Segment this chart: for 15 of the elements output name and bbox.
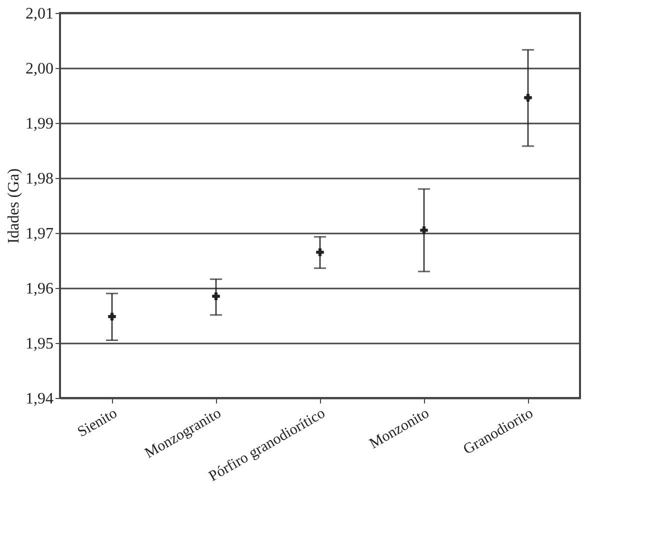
y-tick-label: 1,98 <box>26 170 54 188</box>
y-tick-label: 1,99 <box>26 116 54 132</box>
y-tick-label: 2,00 <box>26 60 54 78</box>
point <box>524 94 532 102</box>
y-tick-label: 2,01 <box>26 6 54 22</box>
y-tick-label: 1,97 <box>26 226 54 242</box>
y-tick-label: 1,94 <box>26 390 54 408</box>
point <box>316 248 324 256</box>
point <box>108 312 116 320</box>
x-tick-label: Sienito <box>75 406 120 441</box>
y-tick-label: 1,95 <box>26 336 54 352</box>
y-axis-title: Idades (Ga) <box>6 168 22 244</box>
y-tick-label: 1,96 <box>26 280 54 298</box>
point <box>420 226 428 234</box>
point <box>212 292 220 300</box>
